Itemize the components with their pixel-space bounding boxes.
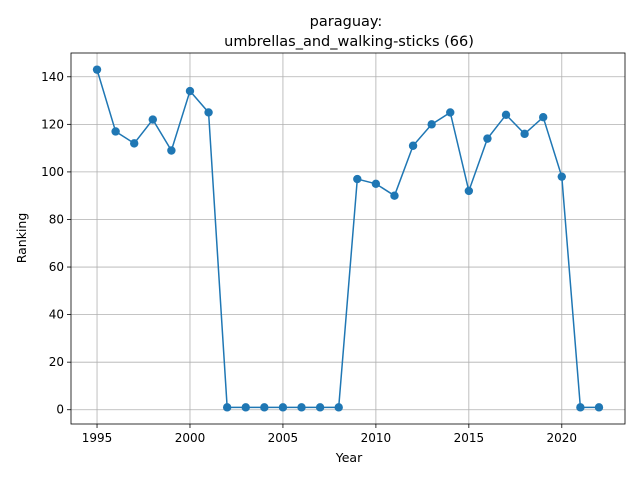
data-point [557, 172, 566, 181]
x-tick-label: 2000 [175, 431, 206, 445]
x-tick-label: 2020 [547, 431, 578, 445]
y-tick-label: 60 [49, 260, 64, 274]
data-point [222, 403, 232, 412]
x-tick-label: 2010 [361, 431, 392, 445]
data-point [315, 403, 325, 412]
data-point [278, 403, 288, 412]
x-tick-label: 2005 [268, 431, 299, 445]
data-point [520, 129, 529, 139]
data-point [167, 146, 176, 155]
data-point [576, 403, 585, 412]
data-point [297, 403, 306, 412]
chart-title-line-1: paraguay: [310, 14, 383, 30]
data-point [241, 403, 250, 412]
x-axis-label: Year [335, 450, 363, 465]
data-point [260, 403, 269, 412]
grid [71, 53, 625, 424]
y-tick-label: 100 [41, 165, 64, 179]
data-point [353, 174, 362, 184]
data-point [594, 403, 604, 412]
y-axis-ticks: 0 20 40 60 80 100 120 140 [41, 70, 71, 417]
y-axis-label: Ranking [14, 213, 29, 264]
data-point [408, 141, 418, 150]
data-point [464, 186, 474, 196]
y-tick-label: 0 [56, 403, 64, 417]
x-tick-label: 1995 [82, 431, 113, 445]
data-point [334, 403, 343, 412]
data-points [92, 65, 604, 412]
data-point [185, 86, 195, 96]
data-point [483, 134, 492, 143]
chart-title-line-2: umbrellas_and_walking-sticks (66) [224, 34, 474, 50]
y-tick-label: 20 [49, 355, 64, 369]
data-point [390, 191, 399, 200]
data-point [111, 127, 120, 136]
x-axis-ticks: 1995 2000 2005 2010 2015 2020 [82, 424, 577, 445]
data-point [371, 179, 381, 189]
y-tick-label: 140 [41, 70, 64, 84]
y-tick-label: 120 [41, 117, 64, 131]
data-point [130, 139, 139, 148]
series-line [96, 69, 599, 409]
y-tick-label: 40 [49, 308, 64, 322]
data-point [539, 113, 548, 122]
series-line-layer [96, 69, 599, 409]
data-point [148, 115, 157, 124]
data-point [446, 108, 455, 117]
y-tick-label: 80 [49, 212, 64, 226]
data-point [427, 120, 436, 129]
x-tick-label: 2015 [454, 431, 485, 445]
plot-frame [70, 52, 626, 425]
data-point [501, 110, 511, 120]
data-point [204, 108, 213, 117]
data-point [92, 65, 102, 74]
